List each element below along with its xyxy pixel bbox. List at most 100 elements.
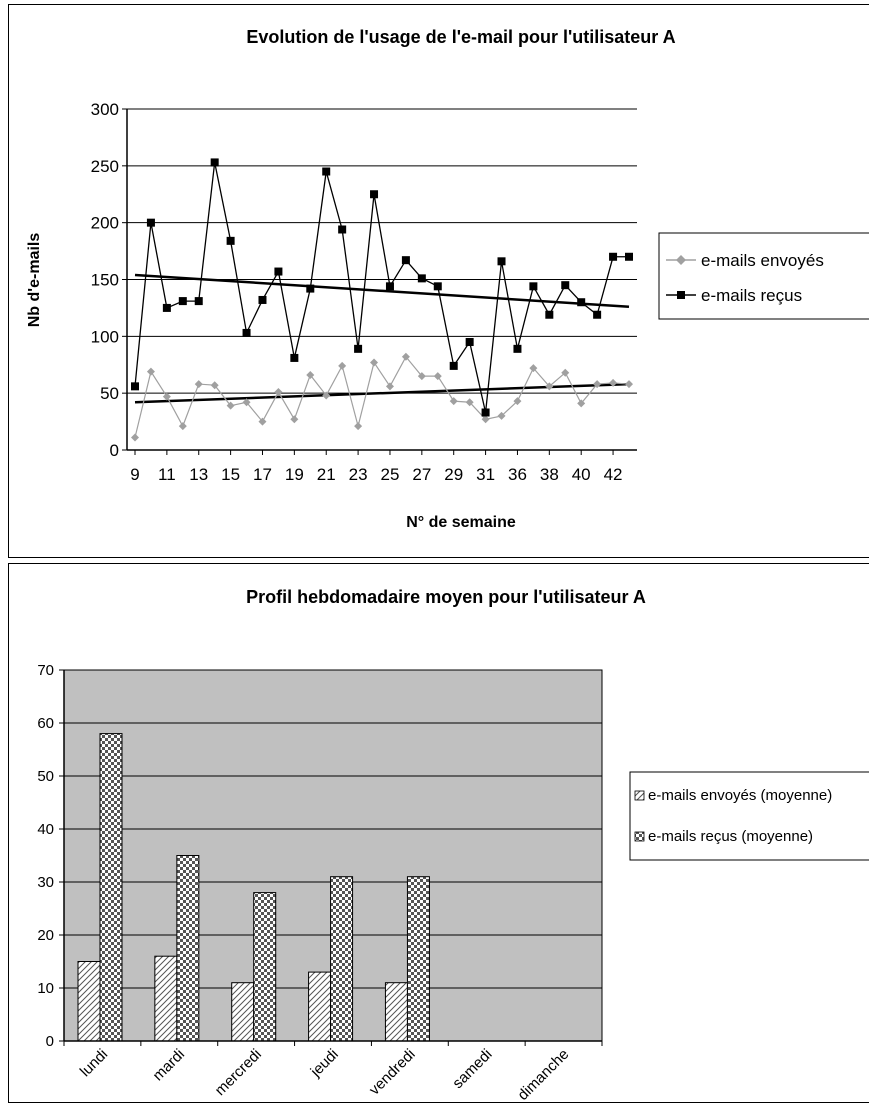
data-point-received [481,408,490,417]
data-point-received [258,295,267,304]
data-point-received [354,344,363,353]
x-tick-label: 40 [572,465,591,484]
data-point-received [465,338,474,347]
data-point-sent [385,382,394,391]
data-point-sent [210,381,219,390]
y-tick-label: 50 [100,384,119,403]
bar-sent [154,955,178,1042]
x-tick-label: lundi [77,1046,111,1080]
data-point-received [242,328,251,337]
diamond-marker-icon [676,255,686,265]
data-point-sent [433,372,442,381]
chart-title: Profil hebdomadaire moyen pour l'utilisa… [246,587,646,607]
y-tick-label: 100 [91,327,119,346]
data-point-received [529,282,538,291]
data-point-sent [146,367,155,376]
data-point-sent [417,372,426,381]
data-point-sent [162,392,171,401]
data-point-sent [370,358,379,367]
data-point-received [497,257,506,266]
data-point-sent [401,352,410,361]
data-point-sent [322,391,331,400]
data-point-sent [497,411,506,420]
bar-chart: Profil hebdomadaire moyen pour l'utilisa… [37,587,869,1104]
data-point-sent [194,380,203,389]
data-point-sent [338,361,347,370]
y-tick-label: 0 [46,1033,54,1050]
x-tick-label: 9 [130,465,139,484]
data-point-received [210,158,219,167]
data-point-sent [625,380,633,389]
line-chart: Evolution de l'usage de l'e-mail pour l'… [26,27,869,531]
data-point-received [290,353,299,362]
data-point-received [306,284,315,293]
data-point-sent [306,370,315,379]
data-point-received [417,274,426,283]
data-point-sent [274,388,283,397]
data-point-received [401,256,410,265]
data-point-received [449,361,458,370]
data-point-received [322,167,331,176]
y-tick-label: 250 [91,157,119,176]
x-tick-label: dimanche [514,1046,572,1104]
data-point-received [577,298,586,307]
data-point-sent [226,401,235,410]
data-point-sent [465,398,474,407]
data-point-sent [513,397,522,406]
data-point-received [274,267,283,276]
series-line [134,162,629,413]
legend-item-received: e-mails reçus [666,286,802,305]
x-tick-label: 21 [317,465,336,484]
x-tick-label: 13 [189,465,208,484]
data-point-received [625,252,633,261]
x-tick-label: 38 [540,465,559,484]
legend: e-mails envoyés (moyenne) e-mails reçus … [629,771,869,861]
data-point-received [593,310,602,319]
x-tick-label: jeudi [307,1046,342,1081]
data-point-sent [529,364,538,373]
data-point-sent [593,380,602,389]
bar-received [330,876,354,1042]
data-point-received [226,236,235,245]
data-point-received [609,252,618,261]
y-tick-label: 300 [91,100,119,119]
x-tick-label: 25 [381,465,400,484]
data-point-sent [258,417,267,426]
chart-title: Evolution de l'usage de l'e-mail pour l'… [246,27,675,47]
x-tick-label: 23 [349,465,368,484]
x-tick-label: 19 [285,465,304,484]
y-tick-label: 40 [37,821,54,838]
bar-received [406,876,430,1042]
x-tick-label: vendredi [366,1046,419,1099]
x-axis-label: N° de semaine [406,514,516,531]
series-line [134,355,630,438]
data-point-received [370,190,379,199]
data-point-sent [242,398,251,407]
bar-received [99,733,123,1042]
x-tick-label: mercredi [212,1046,265,1099]
legend-box [629,771,869,861]
data-point-received [338,225,347,234]
data-point-sent [609,378,618,387]
data-point-received [194,297,203,306]
x-tick-label: 15 [221,465,240,484]
y-tick-label: 150 [91,271,119,290]
bar-sent [231,982,255,1042]
bar-sent [308,971,332,1042]
data-point-sent [481,415,490,424]
data-point-sent [449,397,458,406]
legend-label-received: e-mails reçus [701,286,802,305]
data-point-received [513,344,522,353]
y-tick-label: 50 [37,768,54,785]
y-tick-label: 30 [37,874,54,891]
hatch-swatch-icon [634,790,645,801]
square-marker-icon [677,291,685,299]
data-point-received [162,303,171,312]
legend-box [658,232,869,320]
x-tick-label: 42 [604,465,623,484]
data-point-sent [561,368,570,377]
y-tick-label: 0 [110,441,119,460]
legend-label-sent: e-mails envoyés [701,251,824,270]
bar-received [253,892,277,1042]
legend-item-sent: e-mails envoyés (moyenne) [634,787,832,804]
